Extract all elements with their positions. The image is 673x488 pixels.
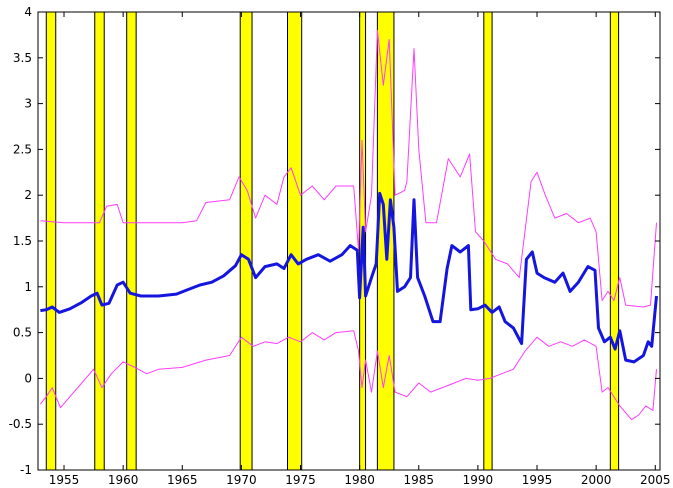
- x-tick-label: 1960: [108, 473, 139, 487]
- recession-band: [483, 11, 493, 471]
- y-tick-label: -0.5: [9, 417, 32, 431]
- x-tick-label: 1995: [522, 473, 553, 487]
- x-tick-label: 1985: [403, 473, 434, 487]
- y-tick-label: 3.5: [13, 51, 32, 65]
- x-tick-label: 1955: [49, 473, 80, 487]
- y-tick-label: 1.5: [13, 234, 32, 248]
- band-line: [40, 330, 657, 421]
- y-tick-label: 3: [24, 97, 32, 111]
- x-tick-label: 2000: [581, 473, 612, 487]
- x-tick-label: 1990: [463, 473, 494, 487]
- y-tick-label: 1: [24, 280, 32, 294]
- x-axis: 1955 1960 1965 1970 1975 1980 1985 1990 1995 2000…: [49, 12, 671, 487]
- x-tick-label: 1980: [344, 473, 375, 487]
- estimate-line: [40, 191, 658, 364]
- y-axis: -1 -0.5 0 0.5 1 1.5 2 2.5 3 3.5 4: [9, 5, 660, 477]
- recession-band: [239, 11, 253, 471]
- band-line: [40, 29, 657, 308]
- recession-band: [45, 11, 57, 471]
- x-tick-label: 1975: [285, 473, 316, 487]
- y-tick-label: 0.5: [13, 326, 32, 340]
- y-tick-label: 2: [24, 188, 32, 202]
- x-tick-label: 1970: [226, 473, 257, 487]
- y-tick-label: 2.5: [13, 142, 32, 156]
- y-tick-label: 4: [24, 5, 32, 19]
- series-lines: [40, 29, 658, 421]
- recession-band: [94, 11, 105, 471]
- x-tick-label: 1965: [167, 473, 198, 487]
- recession-band: [287, 11, 303, 471]
- x-tick-label: 2005: [640, 473, 671, 487]
- recession-band: [126, 11, 137, 471]
- y-tick-label: 0: [24, 371, 32, 385]
- recession-bands: [45, 11, 620, 471]
- y-tick-label: -1: [20, 463, 32, 477]
